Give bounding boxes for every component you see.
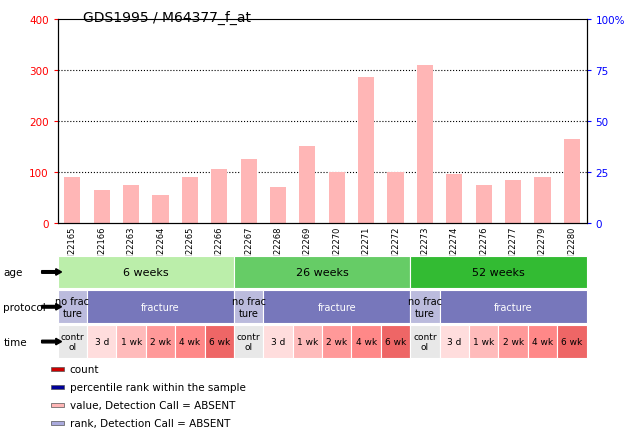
Bar [387, 172, 404, 224]
Bar [117, 326, 146, 358]
Bar [87, 291, 234, 323]
Text: 1 wk: 1 wk [297, 337, 318, 346]
Bar [153, 195, 169, 224]
Bar [263, 291, 410, 323]
Text: 4 wk: 4 wk [356, 337, 377, 346]
Text: 2 wk: 2 wk [326, 337, 347, 346]
Bar [299, 147, 315, 224]
Bar [94, 191, 110, 224]
Bar [58, 291, 87, 323]
Bar [58, 256, 234, 289]
Bar [51, 367, 64, 372]
Text: 6 weeks: 6 weeks [123, 267, 169, 277]
Bar [211, 170, 228, 224]
Bar [563, 139, 580, 224]
Text: 2 wk: 2 wk [150, 337, 171, 346]
Bar [51, 385, 64, 389]
Bar [123, 185, 139, 224]
Text: percentile rank within the sample: percentile rank within the sample [70, 382, 246, 392]
Text: contr
ol: contr ol [237, 332, 260, 352]
Bar [263, 326, 293, 358]
Text: protocol: protocol [3, 302, 46, 312]
Bar [234, 291, 263, 323]
Text: age: age [3, 267, 22, 277]
Bar [410, 256, 587, 289]
Bar [469, 326, 499, 358]
Bar [58, 326, 87, 358]
Bar [182, 178, 198, 224]
Bar [51, 403, 64, 407]
Bar [446, 175, 462, 224]
Bar [351, 326, 381, 358]
Bar [270, 188, 286, 224]
Bar [293, 326, 322, 358]
Text: 4 wk: 4 wk [532, 337, 553, 346]
Bar [440, 291, 587, 323]
Bar [329, 172, 345, 224]
Bar [535, 178, 551, 224]
Bar [557, 326, 587, 358]
Bar [175, 326, 204, 358]
Text: no frac
ture: no frac ture [408, 296, 442, 318]
Text: fracture: fracture [317, 302, 356, 312]
Text: no frac
ture: no frac ture [55, 296, 89, 318]
Text: 52 weeks: 52 weeks [472, 267, 525, 277]
Bar [528, 326, 557, 358]
Text: 4 wk: 4 wk [179, 337, 201, 346]
Bar [417, 66, 433, 224]
Text: 6 wk: 6 wk [385, 337, 406, 346]
Bar [410, 326, 440, 358]
Bar [146, 326, 175, 358]
Text: fracture: fracture [494, 302, 533, 312]
Text: 3 d: 3 d [271, 337, 285, 346]
Text: contr
ol: contr ol [413, 332, 437, 352]
Bar [87, 326, 117, 358]
Bar [322, 326, 351, 358]
Bar [505, 180, 521, 224]
Bar [51, 421, 64, 425]
Text: 1 wk: 1 wk [121, 337, 142, 346]
Bar [440, 326, 469, 358]
Text: value, Detection Call = ABSENT: value, Detection Call = ABSENT [70, 400, 235, 410]
Bar [204, 326, 234, 358]
Text: contr
ol: contr ol [60, 332, 84, 352]
Text: GDS1995 / M64377_f_at: GDS1995 / M64377_f_at [83, 11, 251, 25]
Text: 2 wk: 2 wk [503, 337, 524, 346]
Text: fracture: fracture [141, 302, 180, 312]
Bar [476, 185, 492, 224]
Text: 6 wk: 6 wk [562, 337, 583, 346]
Bar [499, 326, 528, 358]
Text: 26 weeks: 26 weeks [296, 267, 349, 277]
Text: 6 wk: 6 wk [209, 337, 230, 346]
Text: no frac
ture: no frac ture [231, 296, 265, 318]
Bar [240, 160, 257, 224]
Text: 1 wk: 1 wk [473, 337, 494, 346]
Text: 3 d: 3 d [447, 337, 462, 346]
Text: count: count [70, 364, 99, 374]
Bar [381, 326, 410, 358]
Bar [234, 326, 263, 358]
Bar [234, 256, 410, 289]
Text: time: time [3, 337, 27, 347]
Bar [358, 78, 374, 224]
Text: rank, Detection Call = ABSENT: rank, Detection Call = ABSENT [70, 418, 230, 428]
Bar [64, 178, 81, 224]
Text: 3 d: 3 d [95, 337, 109, 346]
Bar [410, 291, 440, 323]
